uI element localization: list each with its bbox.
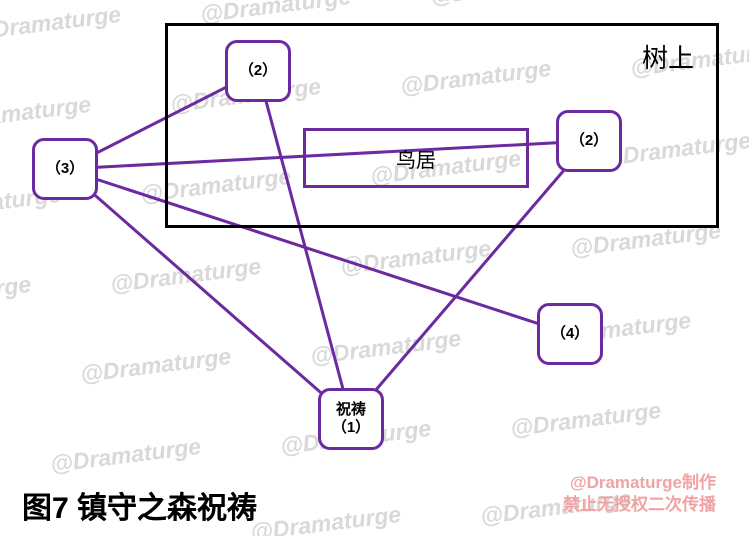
watermark: @Dramaturge xyxy=(339,235,493,280)
watermark: @Dramaturge xyxy=(309,325,463,370)
figure-caption: 图7 镇守之森祝祷图7 镇守之森祝祷 xyxy=(22,483,257,527)
watermark: @Dramaturge xyxy=(0,361,3,406)
node-label: （4） xyxy=(551,325,589,343)
node-label: （2） xyxy=(239,62,277,80)
node-sublabel: （1） xyxy=(332,419,370,437)
watermark: @Dramaturge xyxy=(0,1,123,46)
watermark: @Dramaturge xyxy=(249,501,403,536)
watermark: @Dramaturge xyxy=(109,253,263,298)
node-label: （2） xyxy=(570,132,608,150)
tree-label: 树上 xyxy=(642,38,694,75)
node-n4: （4） xyxy=(537,303,603,365)
inner-torii-label: 鸟居 xyxy=(396,144,436,173)
watermark: @Dramaturge xyxy=(79,343,233,388)
inner-torii-box: 鸟居 xyxy=(303,128,529,188)
watermark: @Dramaturge xyxy=(0,91,93,136)
node-n2a: （2） xyxy=(225,40,291,102)
node-label: （3） xyxy=(46,160,84,178)
watermark-credit: @Dramaturge制作禁止无授权二次传播 xyxy=(563,472,716,516)
watermark: @Dramaturge xyxy=(509,397,663,442)
watermark: @Dramaturge xyxy=(0,271,33,316)
watermark-credit-line1: @Dramaturge制作 xyxy=(563,472,716,494)
caption-text-fill: 图7 镇守之森祝祷 xyxy=(22,483,257,527)
node-label: 祝祷 xyxy=(336,401,366,419)
node-n3: （3） xyxy=(32,138,98,200)
watermark: @Dramaturge xyxy=(49,433,203,478)
watermark: @Dramaturge xyxy=(429,0,583,10)
node-n1: 祝祷（1） xyxy=(318,388,384,450)
watermark-credit-line2: 禁止无授权二次传播 xyxy=(563,494,716,516)
node-n2b: （2） xyxy=(556,110,622,172)
